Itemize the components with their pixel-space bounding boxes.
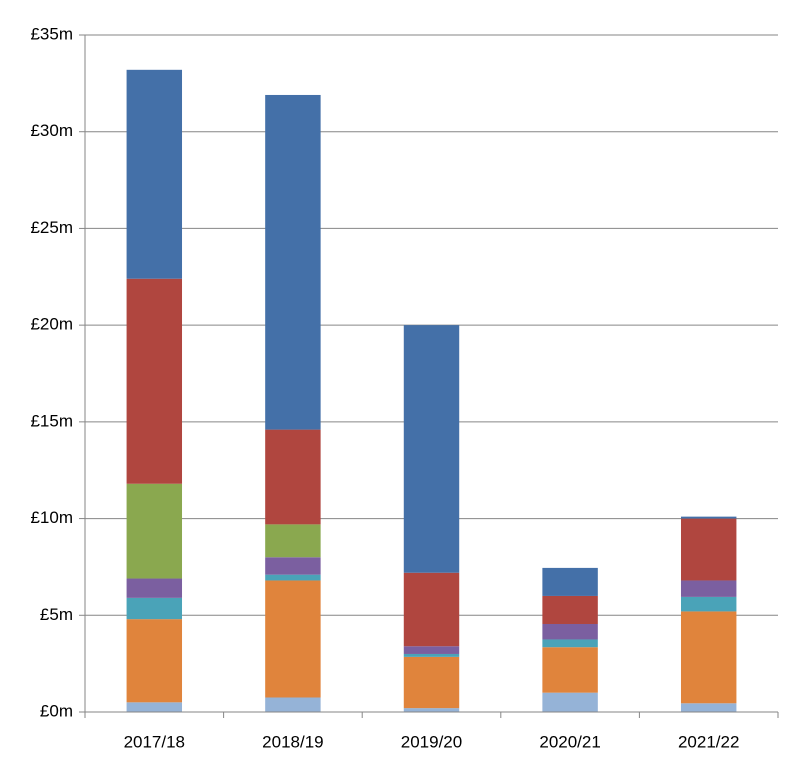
bar-segment <box>542 595 598 624</box>
bar-segment <box>403 325 460 573</box>
bar-segment <box>403 572 460 647</box>
bar-segment <box>126 483 183 579</box>
bar-segment <box>126 578 183 598</box>
bar-segment <box>265 697 321 712</box>
bar-segment <box>680 596 737 612</box>
bar-segment <box>403 656 460 709</box>
bar-segment <box>126 702 183 712</box>
bar-segment <box>265 429 321 525</box>
bar-segment <box>542 567 598 596</box>
bar-segment <box>680 516 737 519</box>
bar-segment <box>126 619 183 703</box>
bar-segment <box>542 647 598 693</box>
y-tick-label: £0m <box>40 701 73 720</box>
x-tick-label: 2018/19 <box>262 732 323 751</box>
y-tick-label: £5m <box>40 605 73 624</box>
bar-segment <box>126 278 183 484</box>
bar-segment <box>680 703 737 712</box>
y-tick-label: £20m <box>30 315 73 334</box>
bar-segment <box>542 692 598 712</box>
bar-segment <box>265 580 321 698</box>
bar-segment <box>403 708 460 712</box>
bar-segment <box>403 646 460 654</box>
bar-segment <box>680 611 737 704</box>
x-tick-label: 2021/22 <box>678 732 739 751</box>
bar-segment <box>265 557 321 575</box>
y-tick-label: £35m <box>30 24 73 43</box>
bar-segment <box>542 623 598 640</box>
bar-segment <box>403 653 460 657</box>
bar-segment <box>265 94 321 430</box>
x-tick-label: 2019/20 <box>401 732 462 751</box>
y-tick-label: £10m <box>30 508 73 527</box>
bar-segment <box>542 639 598 648</box>
y-tick-label: £30m <box>30 121 73 140</box>
bar-segment <box>265 574 321 581</box>
bar-segment <box>680 580 737 597</box>
y-tick-label: £25m <box>30 218 73 237</box>
bar-segment <box>265 524 321 558</box>
y-tick-label: £15m <box>30 411 73 430</box>
bar-segment <box>126 69 183 279</box>
bar-segment <box>126 597 183 620</box>
x-tick-label: 2017/18 <box>124 732 185 751</box>
bar-segment <box>680 518 737 581</box>
x-tick-label: 2020/21 <box>539 732 600 751</box>
